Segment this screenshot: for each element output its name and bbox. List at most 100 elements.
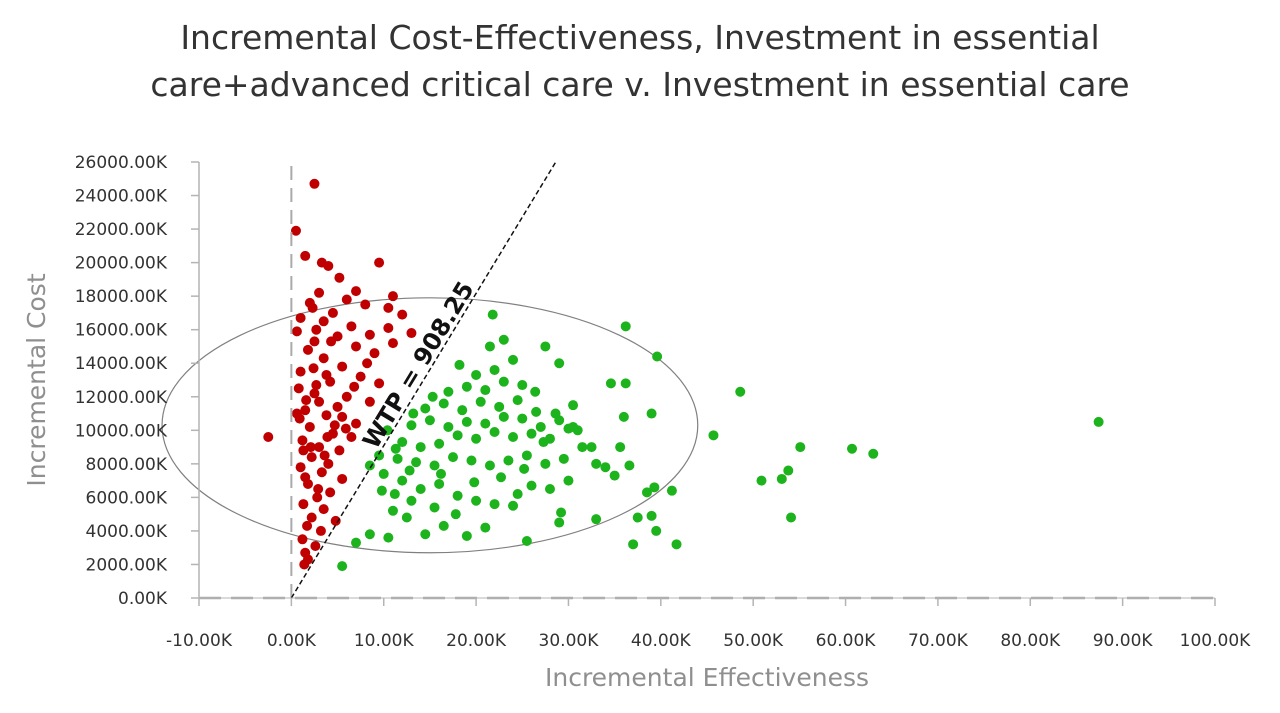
point-below-wtp	[530, 386, 541, 397]
point-above-wtp	[334, 272, 345, 283]
point-below-wtp	[646, 408, 657, 419]
point-above-wtp	[319, 450, 330, 461]
point-below-wtp	[461, 416, 472, 427]
point-above-wtp	[295, 462, 306, 473]
y-tick-label: 24000.00K	[75, 187, 168, 207]
point-below-wtp	[651, 525, 662, 536]
point-below-wtp	[568, 400, 579, 411]
point-above-wtp	[312, 492, 323, 503]
point-below-wtp	[415, 442, 426, 453]
point-below-wtp	[632, 512, 643, 523]
point-above-wtp	[314, 442, 325, 453]
confidence-ellipse	[161, 297, 699, 554]
point-above-wtp	[374, 257, 385, 268]
point-below-wtp	[434, 438, 445, 449]
point-below-wtp	[406, 420, 417, 431]
point-below-wtp	[498, 376, 509, 387]
point-below-wtp	[397, 475, 408, 486]
point-above-wtp	[297, 435, 308, 446]
y-tick-label: 18000.00K	[75, 287, 168, 307]
confidence-ellipse-layer	[161, 297, 699, 554]
y-tick-label: 16000.00K	[75, 321, 168, 341]
point-above-wtp	[351, 341, 362, 352]
point-above-wtp	[307, 302, 318, 313]
point-below-wtp	[498, 411, 509, 422]
point-below-wtp	[397, 437, 408, 448]
point-below-wtp	[424, 415, 435, 426]
point-below-wtp	[429, 460, 440, 471]
chart-title: Incremental Cost-Effectiveness, Investme…	[0, 14, 1280, 108]
point-below-wtp	[512, 489, 523, 500]
y-tick-label: 6000.00K	[86, 488, 168, 508]
point-above-wtp	[300, 250, 311, 261]
point-above-wtp	[311, 324, 322, 335]
point-below-wtp	[554, 517, 565, 528]
point-above-wtp	[329, 420, 340, 431]
point-below-wtp	[795, 442, 806, 453]
point-below-wtp	[620, 378, 631, 389]
point-below-wtp	[605, 378, 616, 389]
point-above-wtp	[334, 445, 345, 456]
point-below-wtp	[550, 408, 561, 419]
point-below-wtp	[452, 430, 463, 441]
wtp-threshold-line	[290, 161, 557, 599]
point-below-wtp	[448, 452, 458, 463]
point-below-wtp	[392, 453, 403, 464]
point-below-wtp	[480, 522, 491, 533]
point-below-wtp	[615, 442, 626, 453]
point-above-wtp	[332, 401, 343, 412]
point-below-wtp	[351, 537, 362, 548]
point-above-wtp	[302, 520, 313, 531]
x-tick-label: 90.00K	[1093, 631, 1154, 651]
point-above-wtp	[322, 432, 333, 443]
chart-title-line-1: Incremental Cost-Effectiveness, Investme…	[180, 18, 1100, 57]
x-axis-title: Incremental Effectiveness	[545, 663, 869, 692]
x-tick-label: 70.00K	[908, 631, 969, 651]
y-axis-title: Incremental Cost	[22, 273, 51, 486]
chart-title-line-2: care+advanced critical care v. Investmen…	[150, 65, 1130, 104]
point-below-wtp	[646, 510, 657, 521]
point-above-wtp	[321, 369, 332, 380]
y-tick-label: 14000.00K	[75, 354, 168, 374]
point-below-wtp	[480, 418, 491, 429]
point-above-wtp	[302, 344, 313, 355]
y-tick-label: 10000.00K	[75, 421, 168, 441]
point-below-wtp	[519, 463, 530, 474]
point-above-wtp	[318, 353, 329, 364]
point-below-wtp	[568, 421, 579, 432]
point-above-wtp	[330, 515, 341, 526]
point-below-wtp	[404, 465, 415, 476]
point-below-wtp	[586, 442, 597, 453]
x-tick-label: 0.00K	[267, 631, 317, 651]
x-tick-label: 80.00K	[1000, 631, 1061, 651]
point-above-wtp	[406, 328, 417, 339]
point-above-wtp	[301, 395, 312, 406]
point-above-wtp	[308, 363, 319, 374]
point-below-wtp	[652, 351, 663, 362]
point-below-wtp	[538, 437, 549, 448]
point-below-wtp	[783, 465, 794, 476]
point-above-wtp	[291, 326, 302, 337]
data-points-layer	[263, 178, 1104, 572]
point-below-wtp	[498, 334, 509, 345]
point-above-wtp	[318, 504, 329, 515]
point-above-wtp	[293, 383, 304, 394]
point-below-wtp	[508, 432, 519, 443]
x-tick-label: 60.00K	[816, 631, 877, 651]
point-below-wtp	[531, 406, 542, 417]
point-below-wtp	[364, 529, 375, 540]
point-below-wtp	[466, 455, 477, 466]
point-below-wtp	[540, 341, 551, 352]
y-tick-label: 2000.00K	[86, 555, 168, 575]
point-below-wtp	[868, 448, 879, 459]
point-above-wtp	[309, 336, 320, 347]
point-above-wtp	[351, 418, 362, 429]
point-below-wtp	[454, 359, 465, 370]
point-below-wtp	[434, 478, 445, 489]
point-above-wtp	[364, 329, 375, 340]
point-above-wtp	[309, 178, 320, 189]
point-below-wtp	[427, 391, 438, 402]
point-below-wtp	[708, 430, 719, 441]
y-tick-label: 0.00K	[118, 589, 168, 609]
point-above-wtp	[374, 378, 385, 389]
